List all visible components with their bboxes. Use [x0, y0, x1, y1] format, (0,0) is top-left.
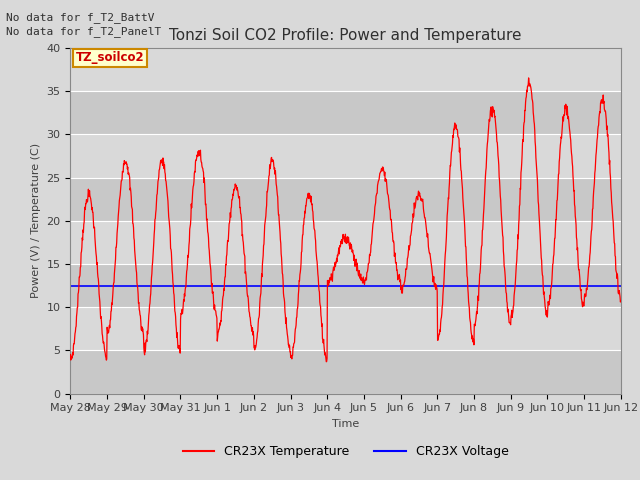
Title: Tonzi Soil CO2 Profile: Power and Temperature: Tonzi Soil CO2 Profile: Power and Temper… [170, 28, 522, 43]
Bar [70, 264, 621, 307]
Text: No data for f_T2_BattV: No data for f_T2_BattV [6, 12, 155, 23]
Bar [70, 178, 621, 221]
Bar [70, 221, 621, 264]
Bar [70, 350, 621, 394]
Y-axis label: Power (V) / Temperature (C): Power (V) / Temperature (C) [31, 143, 41, 299]
X-axis label: Time: Time [332, 419, 359, 429]
Bar [70, 48, 621, 91]
Bar [70, 307, 621, 350]
Bar [70, 134, 621, 178]
Text: TZ_soilco2: TZ_soilco2 [76, 51, 145, 64]
Legend: CR23X Temperature, CR23X Voltage: CR23X Temperature, CR23X Voltage [178, 440, 513, 463]
Text: No data for f_T2_PanelT: No data for f_T2_PanelT [6, 26, 162, 37]
Bar [70, 91, 621, 134]
